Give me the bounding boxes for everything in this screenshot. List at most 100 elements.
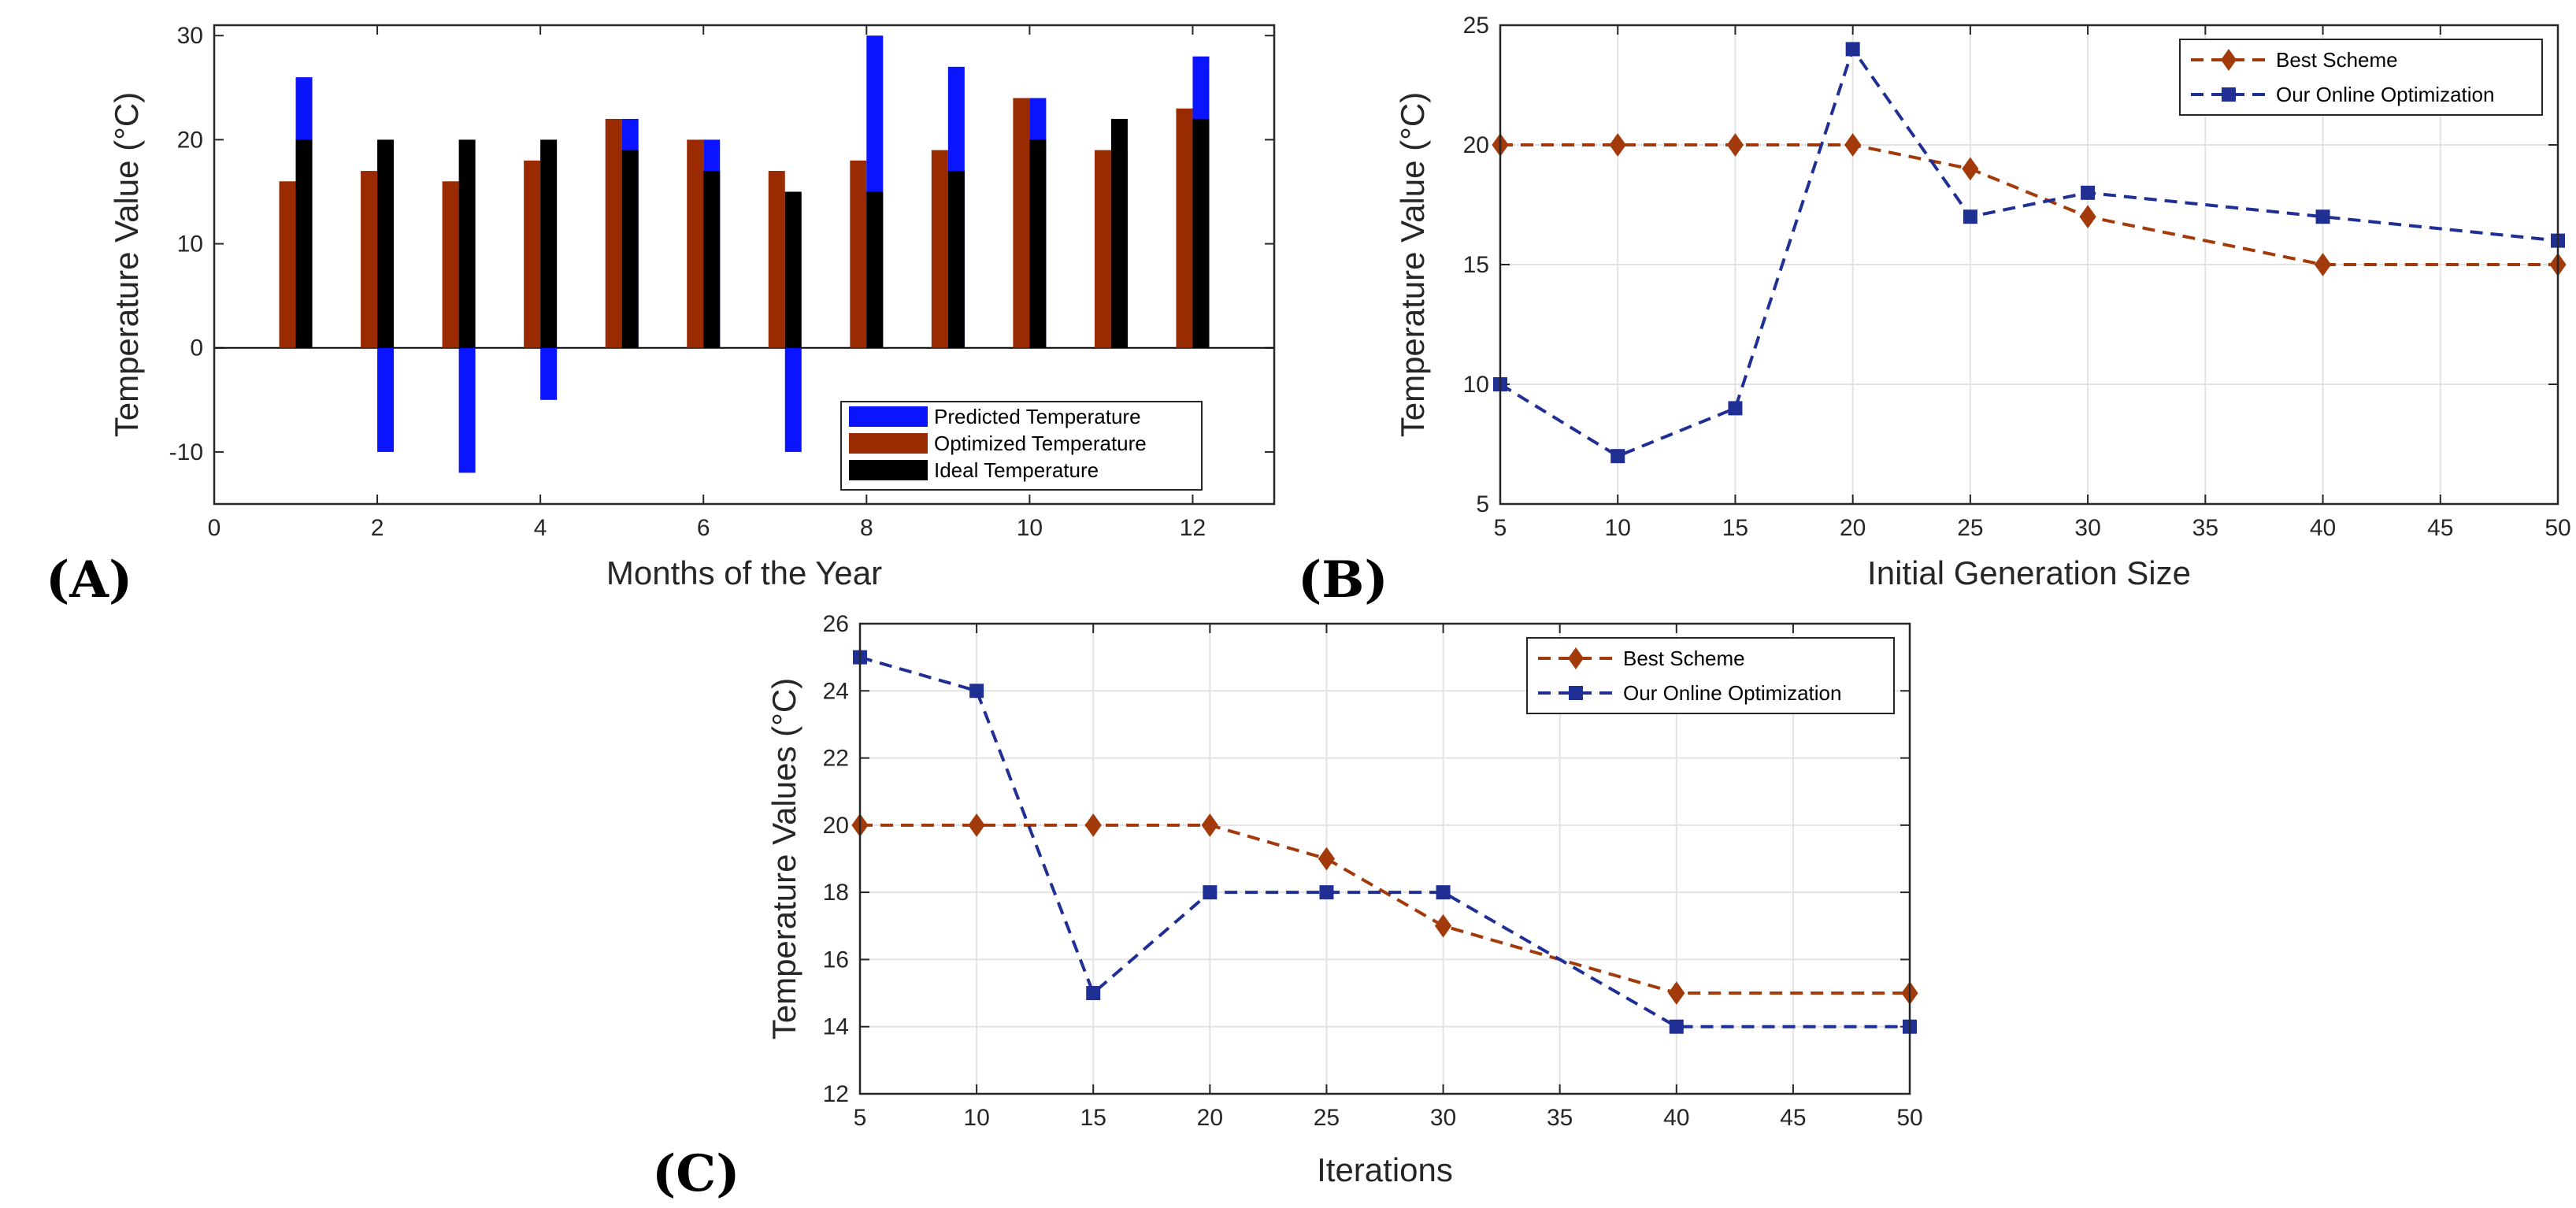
bar-predicted — [784, 347, 802, 452]
bar-predicted — [540, 347, 558, 400]
marker-diamond — [1726, 133, 1744, 157]
series-line-best_scheme — [860, 823, 1910, 995]
y-tick-label: 20 — [177, 127, 203, 153]
series-line-best_scheme — [1500, 143, 2558, 266]
y-axis-label: Temperature Values (°C) — [765, 678, 802, 1040]
x-tick-label: 45 — [1780, 1105, 1806, 1131]
bar-optimized — [605, 118, 622, 348]
y-tick-label: 10 — [177, 232, 203, 258]
y-tick-label: 24 — [823, 678, 849, 704]
x-tick-label: 5 — [1494, 515, 1507, 541]
marker-diamond — [1962, 157, 1979, 181]
x-tick-label: 2 — [371, 515, 384, 541]
x-tick-label: 35 — [1547, 1105, 1573, 1131]
y-tick-label: 20 — [823, 813, 849, 839]
axes-box — [213, 24, 1276, 506]
x-tick-label: 6 — [697, 515, 710, 541]
marker-square — [1845, 42, 1860, 57]
marker-square — [1610, 449, 1625, 464]
marker-square — [1436, 885, 1451, 900]
bar-optimized — [1094, 150, 1111, 348]
x-tick-label: 50 — [1896, 1105, 1922, 1131]
legend-marker-diamond — [2221, 49, 2237, 71]
marker-square — [1086, 986, 1101, 1001]
x-tick-label: 20 — [1840, 515, 1866, 541]
marker-diamond — [1318, 847, 1336, 871]
bar-predicted — [377, 347, 395, 452]
bar-optimized — [1013, 98, 1030, 348]
legend: Best Scheme Our Online Optimization — [1526, 637, 1895, 714]
bar-ideal — [377, 139, 395, 348]
marker-diamond — [1668, 981, 1685, 1005]
bar-ideal — [866, 191, 884, 348]
bar-optimized — [687, 139, 704, 348]
panel-a: 0 2 4 6 8 10 12 -10 0 10 20 30 Predicted Temperature… — [46, 23, 1276, 610]
y-axis-label: Temperature Value (°C) — [1394, 92, 1431, 438]
legend-marker-diamond — [1568, 647, 1584, 669]
y-tick-label: 15 — [1463, 252, 1489, 278]
x-tick-label: 35 — [2192, 515, 2218, 541]
marker-square — [1319, 885, 1334, 900]
bar-optimized — [1176, 108, 1193, 348]
x-tick-label: 40 — [2310, 515, 2336, 541]
marker-diamond — [1844, 133, 1862, 157]
panel-c: 5 10 15 20 25 30 35 40 45 50 12 14 16 18 20 22 24 26 Best … — [652, 611, 1923, 1203]
legend-label: Our Online Optimization — [2276, 83, 2494, 106]
x-tick-label: 15 — [1080, 1105, 1106, 1131]
bar-ideal — [1192, 118, 1210, 348]
marker-square — [2081, 185, 2096, 200]
marker-square — [1963, 209, 1977, 224]
y-tick-label: 26 — [823, 611, 849, 637]
bar-ideal — [621, 150, 639, 348]
x-tick-label: 10 — [1605, 515, 1631, 541]
bar-ideal — [947, 171, 965, 348]
legend-box — [1526, 637, 1895, 714]
legend-swatch-predicted — [849, 406, 928, 427]
marker-diamond — [1201, 813, 1218, 837]
marker-diamond — [1084, 813, 1102, 837]
bar-ideal — [1029, 139, 1047, 348]
y-tick-label: 16 — [823, 947, 849, 973]
y-tick-label: 30 — [177, 23, 203, 49]
panel-label: (A) — [46, 550, 132, 610]
bar-optimized — [524, 160, 541, 348]
legend-label: Optimized Temperature — [934, 432, 1147, 455]
panel-label: (B) — [1298, 550, 1388, 610]
marker-diamond — [2314, 253, 2332, 276]
y-tick-label: 10 — [1463, 372, 1489, 398]
legend-marker-square — [2222, 87, 2236, 102]
y-tick-label: 12 — [823, 1081, 849, 1107]
x-tick-label: 12 — [1180, 515, 1206, 541]
marker-square — [969, 684, 984, 698]
legend: Predicted Temperature Optimized Temperatu… — [840, 401, 1203, 491]
series-line-online — [1499, 45, 2559, 458]
marker-square — [1669, 1019, 1684, 1034]
x-tick-label: 8 — [860, 515, 873, 541]
marker-diamond — [1434, 913, 1452, 938]
marker-diamond — [2079, 205, 2096, 229]
legend-label: Best Scheme — [1623, 647, 1745, 670]
y-tick-label: 5 — [1476, 491, 1489, 517]
bar-predicted — [458, 347, 476, 473]
x-tick-label: 30 — [1430, 1105, 1456, 1131]
y-tick-label: -10 — [169, 439, 203, 465]
legend-label: Best Scheme — [2276, 48, 2398, 72]
marker-diamond — [1609, 133, 1626, 157]
x-axis-label: Initial Generation Size — [1867, 554, 2191, 591]
legend: Best Scheme Our Online Optimization — [2179, 39, 2543, 116]
marker-square — [1728, 401, 1743, 416]
x-tick-label: 40 — [1663, 1105, 1689, 1131]
bar-ideal — [295, 139, 313, 348]
y-tick-label: 20 — [1463, 132, 1489, 158]
legend-swatch-ideal — [849, 460, 928, 480]
bar-optimized — [442, 181, 459, 348]
x-tick-label: 30 — [2074, 515, 2100, 541]
x-tick-label: 45 — [2427, 515, 2453, 541]
x-tick-label: 10 — [1017, 515, 1043, 541]
panel-b: 5 10 15 20 25 30 35 40 45 50 5 10 15 20 25 Best Scheme O… — [1298, 13, 2571, 610]
series-line-online — [859, 655, 1910, 1028]
bar-optimized — [279, 181, 296, 348]
y-tick-label: 18 — [823, 880, 849, 906]
marker-diamond — [968, 813, 985, 837]
x-axis-label: Months of the Year — [606, 554, 882, 591]
